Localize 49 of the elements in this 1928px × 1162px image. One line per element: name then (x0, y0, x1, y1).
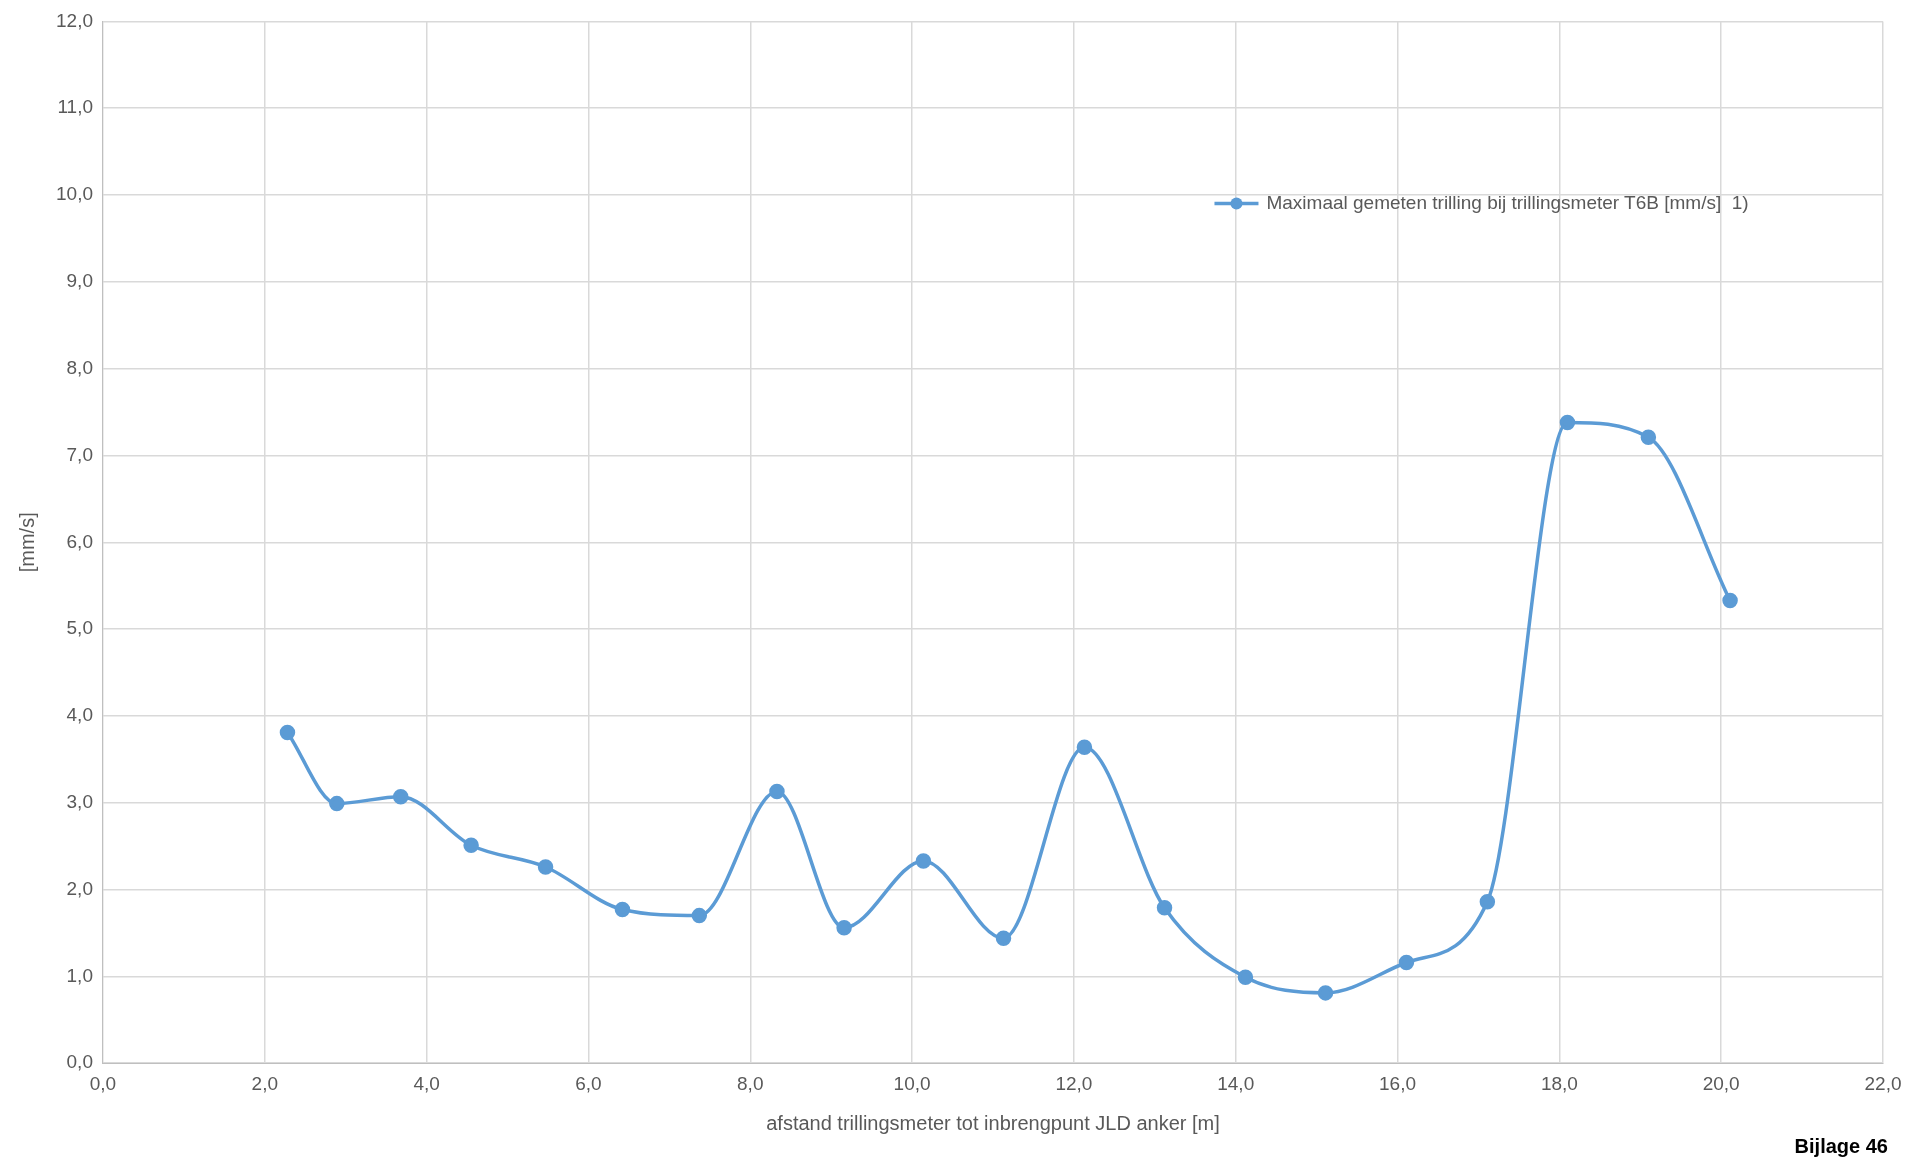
y-tick-label: 11,0 (57, 96, 93, 118)
x-tick-label: 8,0 (737, 1072, 764, 1094)
point (1156, 900, 1173, 916)
y-tick-label: 6,0 (66, 530, 93, 552)
point (279, 724, 296, 741)
point (995, 930, 1012, 946)
point (836, 920, 852, 936)
x-tick-label: 16,0 (1379, 1072, 1417, 1094)
y-tick-label: 1,0 (66, 964, 93, 986)
x-tick-label: 0,0 (89, 1072, 117, 1094)
point (537, 859, 554, 875)
y-tick-label: 5,0 (66, 617, 93, 639)
x-tick-label: 4,0 (413, 1072, 440, 1094)
point (769, 783, 785, 800)
x-tick-label: 10,0 (893, 1072, 931, 1094)
point (463, 837, 479, 854)
y-tick-label: 7,0 (66, 443, 93, 465)
x-tick-label: 18,0 (1540, 1072, 1578, 1094)
point (329, 795, 345, 812)
point (1237, 969, 1254, 985)
text: Bijlage 46 (1794, 1135, 1888, 1158)
y-tick-label: 3,0 (66, 790, 93, 812)
point (392, 788, 409, 805)
x-axis-title: afstand trillingsmeter tot inbrengpunt JLD anker [m] (766, 1111, 1220, 1134)
point (614, 901, 631, 918)
y-tick-label: 4,0 (66, 704, 93, 726)
legend-label: Maximaal gemeten trilling bij trillingsmeter T6B [mm/s] 1) (1266, 191, 1749, 213)
y-tick-label: 10,0 (56, 183, 93, 205)
y-tick-label: 9,0 (66, 270, 93, 292)
point (1076, 739, 1093, 755)
point (1479, 893, 1496, 910)
x-tick-label: 22,0 (1864, 1072, 1902, 1094)
point (1722, 592, 1738, 609)
y-tick-label: 12,0 (56, 9, 93, 31)
point (1398, 954, 1415, 971)
point (691, 907, 708, 924)
point (915, 853, 932, 869)
x-tick-label: 12,0 (1055, 1072, 1093, 1094)
y-tick-label: 0,0 (66, 1051, 93, 1073)
x-tick-label: 20,0 (1702, 1072, 1740, 1094)
point (1559, 414, 1576, 431)
point (1640, 429, 1657, 445)
y-axis-title: [mm/s] (15, 512, 38, 573)
x-tick-label: 6,0 (575, 1072, 602, 1094)
x-tick-label: 14,0 (1217, 1072, 1255, 1094)
y-tick-label: 8,0 (66, 356, 93, 378)
y-tick-label: 2,0 (66, 877, 93, 899)
x-tick-label: 2,0 (251, 1072, 279, 1094)
point (1317, 985, 1334, 1001)
